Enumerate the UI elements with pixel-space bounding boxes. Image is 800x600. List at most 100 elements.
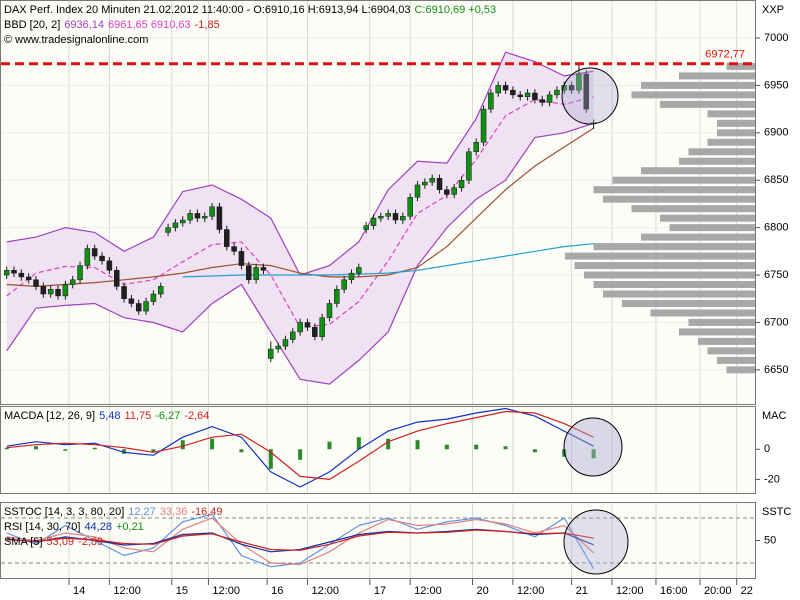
histogram-bar (63, 449, 68, 451)
volume-profile-bar (631, 91, 755, 99)
histogram-bar (4, 447, 9, 450)
legend-segment: 11,75 (125, 410, 152, 422)
reference-label: 6972,77 (705, 49, 745, 61)
volume-profile-bar (650, 309, 755, 317)
legend-segment: MACDA [12, 26, 9] (4, 410, 95, 422)
candle-body (202, 215, 208, 219)
volume-profile-bar (717, 129, 755, 137)
candle-body (488, 92, 494, 110)
candle-body (128, 298, 135, 304)
legend-segment: 53,09 (47, 536, 75, 548)
volume-profile-bar (688, 318, 755, 326)
candle-body (260, 267, 267, 271)
legend-segment: 6961,65 6910,63 (108, 19, 191, 31)
candle-body (576, 73, 582, 91)
candle-body (436, 178, 443, 190)
volume-profile-bar (593, 243, 755, 251)
candle-body (392, 213, 399, 221)
candle-body (378, 215, 384, 219)
candle-body (33, 279, 39, 287)
volume-profile-bar (584, 271, 755, 279)
macd-panel (0, 406, 756, 494)
highlight-circle (561, 67, 619, 125)
volume-profile-bar (612, 176, 755, 184)
x-tick-label: 21 (576, 585, 588, 597)
histogram-bar (532, 449, 537, 453)
legend-segment: C:6910,69 +0,53 (414, 4, 496, 16)
candle-body (165, 227, 171, 233)
volume-profile-bar (679, 157, 755, 165)
candle-body (480, 108, 487, 143)
histogram-bar (180, 440, 185, 450)
volume-profile-bar (707, 110, 755, 118)
candle-body (517, 94, 523, 98)
candle-body (172, 222, 179, 228)
candle-body (11, 270, 17, 274)
series-line (6, 529, 594, 551)
candle-body (187, 213, 193, 221)
candle-body (18, 272, 25, 278)
legend-text: RSI [14, 30, 70] 44,28 +0,21 (4, 521, 144, 533)
x-tick-label: 15 (176, 585, 188, 597)
volume-profile-bar (726, 62, 755, 70)
volume-profile-bar (574, 262, 755, 270)
candle-body (290, 331, 296, 340)
histogram-bar (503, 446, 508, 450)
histogram-bar (356, 437, 361, 450)
volume-profile-bar (641, 167, 755, 175)
volume-profile-bar (707, 138, 755, 146)
candle-body (47, 289, 54, 295)
series-line (6, 410, 594, 481)
candle-body (91, 248, 98, 257)
x-tick-label: 16 (271, 585, 283, 597)
candle-body (179, 219, 186, 224)
candle-body (414, 184, 421, 198)
legend-segment: -6,27 (155, 410, 180, 422)
candle-body (253, 267, 259, 281)
candle-body (429, 178, 435, 183)
candle-body (385, 213, 391, 217)
candle-body (363, 225, 369, 230)
candle-body (539, 99, 545, 103)
x-tick-label: 12:00 (311, 585, 339, 597)
axis-label: SSTC (762, 506, 791, 518)
candle-body (62, 284, 69, 297)
legend-text: © www.tradesignalonline.com (4, 34, 148, 46)
volume-profile-bar (641, 81, 755, 89)
y-tick-label: 6950 (764, 79, 788, 91)
volume-profile-bar (669, 224, 755, 232)
candle-body (106, 260, 113, 271)
histogram-bar (34, 446, 39, 450)
candle-body (194, 213, 201, 219)
candle-body (69, 279, 76, 285)
candle-body (216, 206, 223, 230)
candle-body (297, 322, 303, 333)
candle-body (143, 301, 149, 312)
y-tick-label: -20 (764, 473, 780, 485)
histogram-bar (327, 441, 332, 450)
y-tick-label: 6900 (764, 127, 788, 139)
candle-body (466, 151, 472, 181)
legend-segment: SMA [5] (4, 536, 43, 548)
histogram-bar (239, 449, 244, 453)
candle-body (510, 89, 516, 96)
volume-profile-bar (660, 100, 755, 108)
legend-segment: 6936,14 (64, 19, 104, 31)
volume-profile-bar (707, 347, 755, 355)
histogram-bar (591, 449, 596, 459)
legend-segment: 33,36 (160, 506, 188, 518)
x-tick-label: 17 (374, 585, 386, 597)
y-tick-label: 6700 (764, 316, 788, 328)
volume-profile-bar (717, 356, 755, 364)
volume-profile-bar (698, 337, 755, 345)
volume-profile-bar (717, 119, 755, 127)
legend-text: MACDA [12, 26, 9] 5,48 11,75 -6,27 -2,64 (4, 410, 209, 422)
histogram-bar (268, 449, 273, 469)
y-tick-label: 6850 (764, 174, 788, 186)
candle-body (444, 189, 450, 195)
panel-layer: 6972,77 (1, 37, 755, 385)
legend-segment: BBD [20, 2] (4, 19, 60, 31)
histogram-bar (210, 438, 215, 450)
legend-segment: -2,64 (184, 410, 209, 422)
x-tick-label: 22 (741, 585, 753, 597)
